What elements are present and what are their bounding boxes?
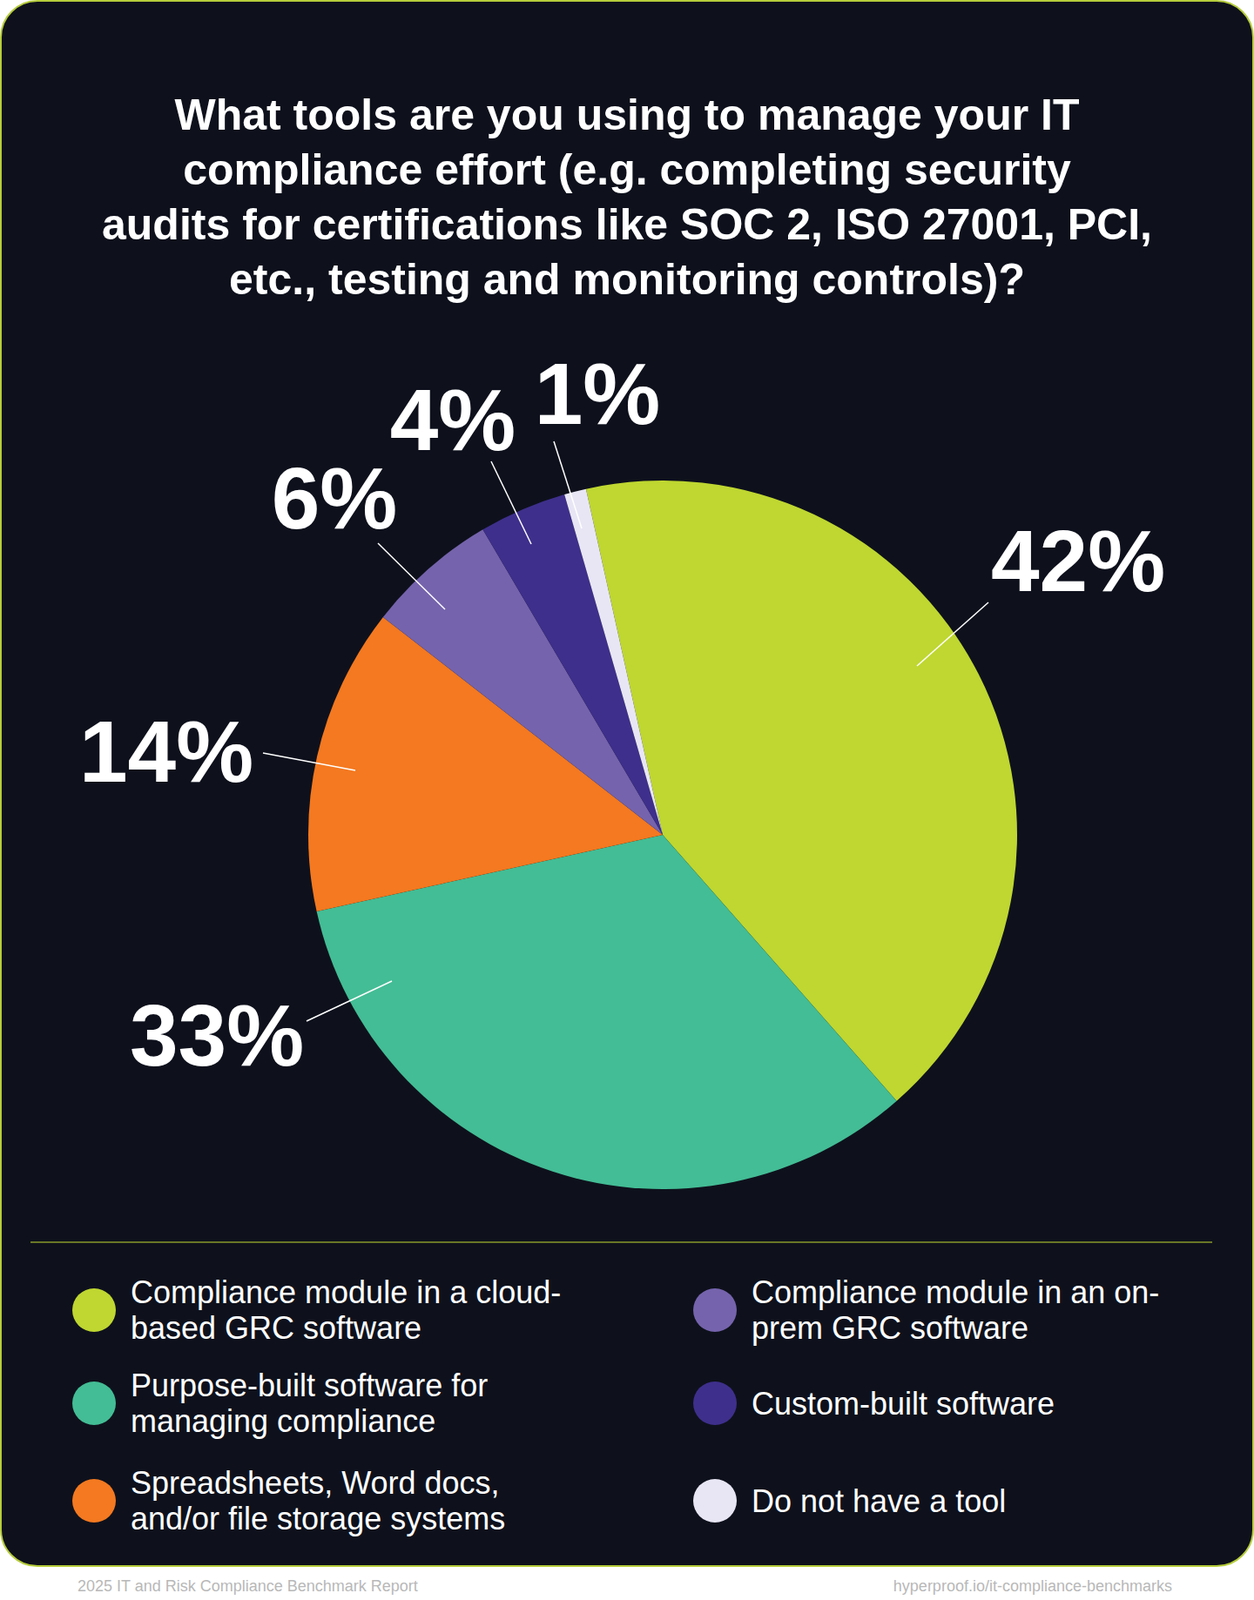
data-labels: 42% 33% 14% 6%4%1% [79, 344, 1166, 1085]
footer-right: hyperproof.io/it-compliance-benchmarks [893, 1577, 1173, 1596]
legend-label: Do not have a tool [751, 1483, 1187, 1520]
card-background [0, 0, 1254, 1567]
separator [30, 1241, 1213, 1244]
legend-item: Purpose-built software for managing comp… [72, 1360, 567, 1448]
legend-label: Compliance module in an on-prem GRC soft… [751, 1274, 1187, 1347]
leader-line [306, 981, 392, 1022]
data-label: 14% [79, 702, 254, 801]
legend-label: Purpose-built software for managing comp… [130, 1368, 567, 1440]
leader-line [262, 753, 356, 771]
legend-swatch [693, 1382, 737, 1426]
legend-swatch [693, 1479, 737, 1524]
legend-item: Do not have a tool [693, 1457, 1187, 1545]
legend-item: Compliance module in an on-prem GRC soft… [693, 1267, 1187, 1355]
legend-item: Compliance module in a cloud-based GRC s… [72, 1267, 567, 1355]
legend-swatch [72, 1479, 116, 1524]
legend-label: Spreadsheets, Word docs, and/or file sto… [130, 1465, 567, 1538]
footer-left: 2025 IT and Risk Compliance Benchmark Re… [77, 1577, 418, 1596]
data-label: 4% [390, 370, 517, 469]
leader-line [916, 602, 989, 667]
data-label: 1% [534, 344, 661, 443]
leader-line [491, 461, 532, 545]
legend-swatch [72, 1288, 116, 1333]
pie-slice [564, 489, 663, 836]
legend-item: Spreadsheets, Word docs, and/or file sto… [72, 1457, 567, 1545]
data-label: 6% [271, 449, 398, 547]
legend-label: Compliance module in a cloud-based GRC s… [130, 1274, 567, 1347]
legend-swatch [72, 1382, 116, 1426]
leader-line [377, 543, 445, 610]
legend-label: Custom-built software [751, 1386, 1187, 1423]
legend-swatch [693, 1288, 737, 1333]
pie-slice [482, 494, 663, 836]
pie-slices [308, 480, 1018, 1190]
legend-item: Custom-built software [693, 1360, 1187, 1448]
data-label: 33% [129, 986, 304, 1085]
leader-line [553, 441, 582, 529]
chart-title: What tools are you using to manage your … [34, 87, 1220, 308]
data-label: 42% [991, 512, 1166, 610]
